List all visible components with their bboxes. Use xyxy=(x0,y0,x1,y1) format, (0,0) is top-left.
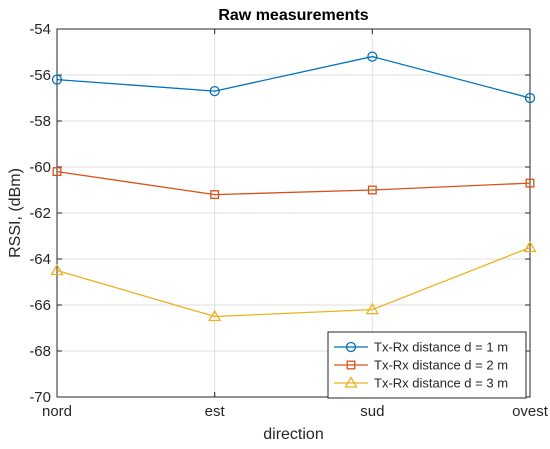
data-point xyxy=(367,185,377,195)
legend-item: Tx-Rx distance d = 2 m xyxy=(334,358,508,373)
y-tick-label: -68 xyxy=(29,343,51,360)
x-tick-label: ovest xyxy=(512,403,549,420)
axes xyxy=(56,28,531,398)
series-line xyxy=(56,246,531,318)
x-tick-label: est xyxy=(205,403,226,420)
data-point xyxy=(523,240,537,253)
legend-marker xyxy=(346,360,356,370)
x-tick-labels: nord est sud ovest xyxy=(42,403,549,420)
data-point xyxy=(365,302,379,315)
legend-item: Tx-Rx distance d = 1 m xyxy=(334,340,508,355)
x-axis-title: direction xyxy=(263,426,323,443)
data-point xyxy=(52,167,62,177)
data-series xyxy=(50,51,537,322)
y-tick-label: -58 xyxy=(29,113,51,130)
legend-label: Tx-Rx distance d = 2 m xyxy=(374,358,508,373)
series-line xyxy=(56,170,531,196)
y-axis-title: RSSI, (dBm) xyxy=(7,168,24,258)
y-tick-label: -62 xyxy=(29,205,51,222)
series-group xyxy=(50,240,537,322)
legend-marker xyxy=(344,376,358,388)
y-tick-label: -54 xyxy=(29,21,51,38)
data-point xyxy=(209,85,220,97)
data-point xyxy=(208,309,222,322)
y-tick-label: -56 xyxy=(29,67,51,84)
y-tick-label: -66 xyxy=(29,297,51,314)
chart-title: Raw measurements xyxy=(218,7,368,24)
data-point xyxy=(524,92,536,104)
data-point xyxy=(210,190,220,200)
y-tick-labels: -70 -68 -66 -64 -62 -60 -58 -56 -54 xyxy=(29,21,51,406)
series-group xyxy=(52,167,535,200)
data-point xyxy=(367,51,378,62)
x-tick-label: nord xyxy=(42,403,72,420)
legend-item: Tx-Rx distance d = 3 m xyxy=(334,376,508,391)
y-tick-label: -60 xyxy=(29,159,51,176)
legend-label: Tx-Rx distance d = 1 m xyxy=(374,340,508,355)
legend-label: Tx-Rx distance d = 3 m xyxy=(374,376,508,391)
series-line xyxy=(56,55,531,99)
data-point xyxy=(51,74,63,85)
legend-marker xyxy=(345,341,357,353)
y-tick-label: -64 xyxy=(29,251,51,268)
series-group xyxy=(51,51,536,104)
y-tick-label: -70 xyxy=(29,389,51,406)
data-point xyxy=(525,178,535,188)
x-tick-label: sud xyxy=(360,403,384,420)
legend: Tx-Rx distance d = 1 m Tx-Rx distance d =… xyxy=(327,331,527,399)
data-point xyxy=(50,263,64,276)
